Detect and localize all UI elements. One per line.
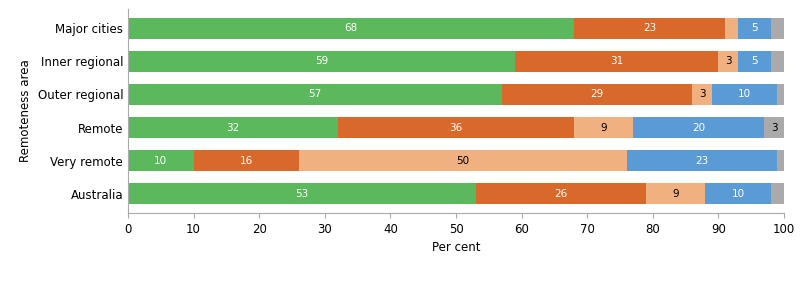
- Bar: [646, 183, 706, 204]
- Bar: [515, 51, 718, 72]
- Bar: [128, 84, 502, 105]
- Text: 68: 68: [345, 23, 358, 33]
- Text: 32: 32: [226, 123, 239, 133]
- Text: 23: 23: [643, 23, 656, 33]
- Bar: [706, 183, 771, 204]
- Text: 36: 36: [450, 123, 462, 133]
- Bar: [298, 150, 626, 171]
- Text: 59: 59: [315, 57, 328, 66]
- Bar: [128, 117, 338, 138]
- Text: 10: 10: [738, 89, 751, 99]
- Text: 31: 31: [610, 57, 623, 66]
- Bar: [771, 18, 784, 39]
- Bar: [128, 183, 476, 204]
- Bar: [771, 51, 784, 72]
- Text: 3: 3: [771, 123, 778, 133]
- Text: 57: 57: [308, 89, 322, 99]
- Text: 9: 9: [600, 123, 607, 133]
- Text: 10: 10: [731, 189, 745, 199]
- Bar: [633, 117, 764, 138]
- X-axis label: Per cent: Per cent: [432, 242, 480, 254]
- Bar: [128, 51, 515, 72]
- Text: 26: 26: [554, 189, 567, 199]
- Text: 20: 20: [692, 123, 706, 133]
- Bar: [128, 150, 194, 171]
- Bar: [778, 84, 790, 105]
- Bar: [574, 117, 633, 138]
- Y-axis label: Remoteness area: Remoteness area: [19, 59, 32, 163]
- Text: 3: 3: [725, 57, 731, 66]
- Text: 16: 16: [239, 156, 253, 165]
- Bar: [738, 51, 771, 72]
- Bar: [338, 117, 574, 138]
- Text: 3: 3: [698, 89, 706, 99]
- Bar: [692, 84, 712, 105]
- Text: 29: 29: [590, 89, 604, 99]
- Text: 5: 5: [751, 57, 758, 66]
- Bar: [725, 18, 738, 39]
- Text: 23: 23: [695, 156, 709, 165]
- Text: 10: 10: [154, 156, 167, 165]
- Bar: [771, 183, 784, 204]
- Bar: [574, 18, 725, 39]
- Bar: [712, 84, 778, 105]
- Bar: [718, 51, 738, 72]
- Text: 50: 50: [456, 156, 469, 165]
- Text: 5: 5: [751, 23, 758, 33]
- Bar: [738, 18, 771, 39]
- Bar: [764, 117, 784, 138]
- Bar: [502, 84, 692, 105]
- Bar: [128, 18, 574, 39]
- Text: 9: 9: [673, 189, 679, 199]
- Bar: [476, 183, 646, 204]
- Bar: [194, 150, 298, 171]
- Bar: [626, 150, 778, 171]
- Text: 53: 53: [295, 189, 309, 199]
- Bar: [778, 150, 790, 171]
